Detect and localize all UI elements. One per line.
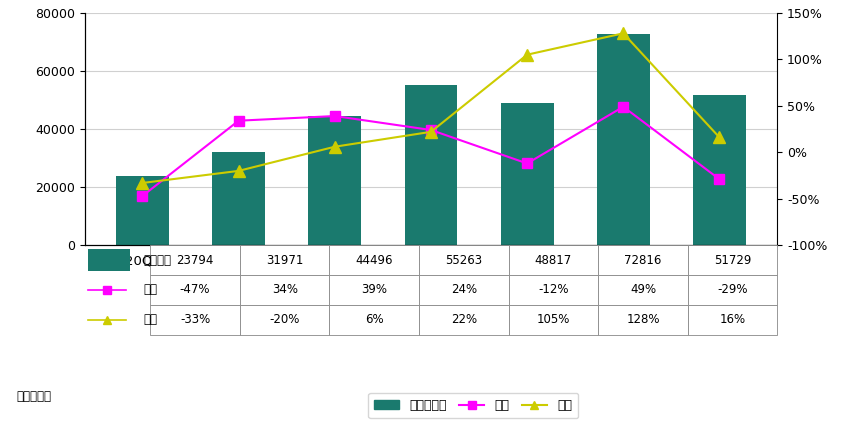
Bar [116, 176, 169, 245]
Bar [308, 116, 360, 245]
Bar [404, 85, 457, 245]
Text: 同比: 同比 [143, 313, 157, 326]
Text: （百万元）: （百万元） [17, 390, 51, 403]
Text: 成本与费: 成本与费 [143, 254, 171, 267]
FancyBboxPatch shape [88, 249, 129, 271]
Bar [692, 95, 745, 245]
Text: 环比: 环比 [143, 284, 157, 296]
Bar [596, 34, 649, 245]
Legend: 成本与费用, 环比, 同比: 成本与费用, 环比, 同比 [368, 393, 577, 418]
Bar [500, 103, 553, 245]
Bar [212, 152, 265, 245]
